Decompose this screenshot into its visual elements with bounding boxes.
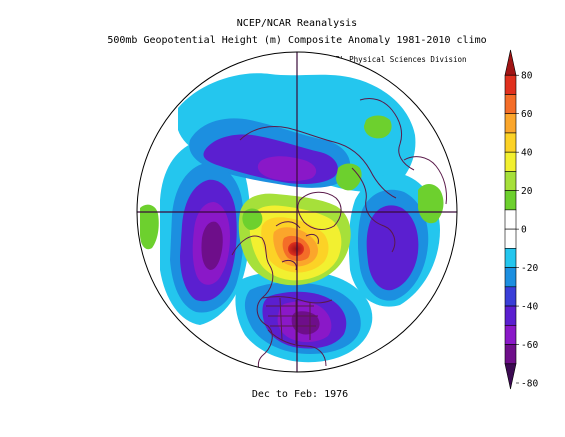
anomaly-patch-green-alaska xyxy=(242,208,263,230)
anomaly-patch-green-west-edge xyxy=(140,204,159,250)
colorbar-tick-label: 80 xyxy=(521,71,533,82)
coastline-greenland xyxy=(297,191,342,230)
colorbar-swatch-6 xyxy=(504,171,517,191)
colorbar-swatch-2 xyxy=(504,94,517,115)
anomaly-field xyxy=(140,73,444,363)
colorbar-tick-label: 0 xyxy=(521,225,527,236)
coastline-us-states xyxy=(266,297,318,344)
anomaly-patch-green-east xyxy=(418,184,444,224)
colorbar-swatch-14 xyxy=(504,324,517,345)
anomaly-core-south-deep xyxy=(291,311,320,335)
graticule xyxy=(137,52,457,372)
map-subtitle: 500mb Geopotential Height (m) Composite … xyxy=(107,35,486,46)
coastline-canada-boundary xyxy=(261,296,333,304)
colorbar-tick-label: -40 xyxy=(521,302,538,313)
colorbar-swatch-4 xyxy=(504,132,517,153)
colorbar-swatch-11 xyxy=(504,267,517,288)
map-disc-outline xyxy=(136,51,458,373)
coastlines xyxy=(231,97,447,372)
colorbar-swatch-12 xyxy=(504,286,517,307)
colorbar-tick-label: 20 xyxy=(521,186,533,197)
anomaly-core-north xyxy=(257,156,317,181)
anomaly-region-purple-east xyxy=(366,205,419,291)
colorbar-tick-label: 40 xyxy=(521,148,533,159)
anomaly-max-core xyxy=(288,242,304,256)
colorbar-swatch-5 xyxy=(504,151,517,172)
credit-label: NOAA/ESRL Physical Sciences Division xyxy=(304,55,467,64)
colorbar-swatch-10 xyxy=(504,248,517,268)
colorbar-tick-label: -60 xyxy=(521,340,538,351)
coastline-mexico xyxy=(267,329,327,367)
colorbar: 80 60 40 20 0 -20 -40 -60 -80 xyxy=(504,49,538,390)
colorbar-swatch-8 xyxy=(504,209,517,230)
coastline-africa xyxy=(403,156,447,205)
colorbar-swatch-7 xyxy=(504,190,517,211)
colorbar-swatch-9 xyxy=(504,228,517,249)
polar-map xyxy=(136,51,458,373)
period-label: Dec to Feb: 1976 xyxy=(252,389,348,400)
colorbar-swatch-13 xyxy=(504,305,517,326)
coastline-arctic-islands xyxy=(275,221,319,271)
colorbar-swatch-0 xyxy=(504,49,517,76)
colorbar-swatch-1 xyxy=(504,74,517,95)
colorbar-tick-label: -20 xyxy=(521,263,538,274)
anomaly-core-west-deep xyxy=(201,221,223,270)
anomaly-patch-green-asia xyxy=(336,163,362,191)
anomaly-patch-green-northeast xyxy=(364,115,392,139)
coastline-asia-east xyxy=(359,97,415,171)
coastline-europe xyxy=(351,167,396,253)
colorbar-swatch-3 xyxy=(504,113,517,134)
colorbar-swatch-15 xyxy=(504,344,517,365)
map-title: NCEP/NCAR Reanalysis xyxy=(237,18,357,29)
colorbar-tick-label: -80 xyxy=(521,379,538,390)
coastline-eurasia-north xyxy=(239,126,397,199)
colorbar-swatch-16 xyxy=(504,363,517,390)
colorbar-tick-label: 60 xyxy=(521,109,533,120)
